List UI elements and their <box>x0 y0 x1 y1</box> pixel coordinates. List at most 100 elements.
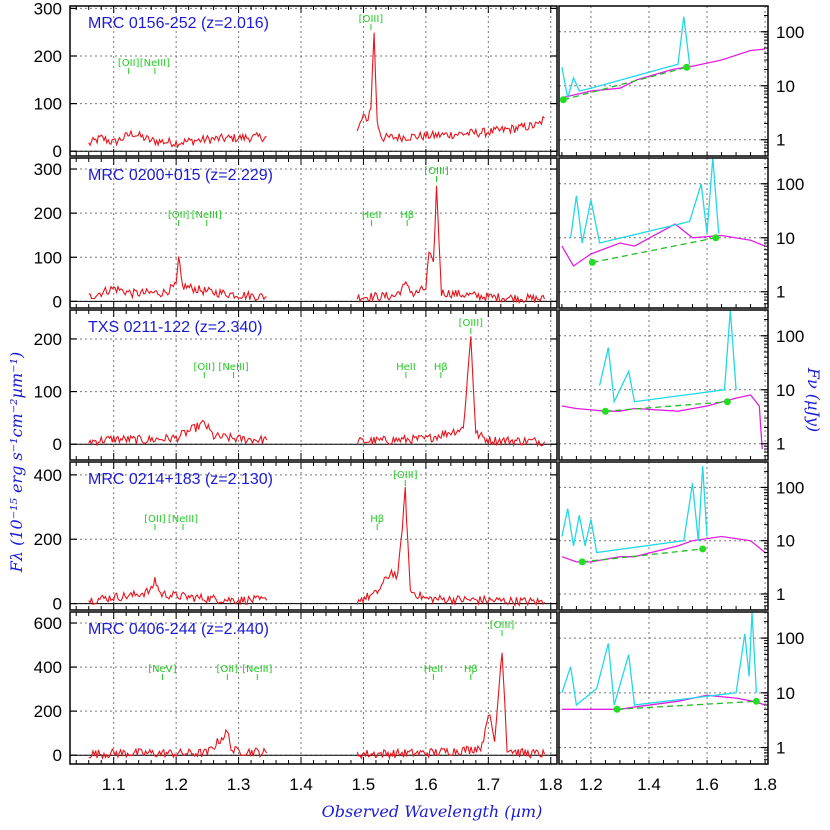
spectrum-panel: [OII] [NeIII] Hβ [OIII] 0 200 400 MRC 0214+183 … <box>34 461 804 614</box>
panel-title: MRC 0214+183 (z=2.130) <box>88 471 273 488</box>
sed-y-tick-label: 10 <box>776 77 795 96</box>
y-tick-label: 400 <box>34 658 62 677</box>
sed-line-flux <box>561 611 758 707</box>
sed-y-tick-label: 100 <box>776 478 804 497</box>
emission-line-label: HeII <box>424 664 444 675</box>
spectrum-line <box>88 256 267 302</box>
x-tick-label: 1.3 <box>227 775 251 794</box>
panel-title: MRC 0406-244 (z=2.440) <box>88 621 269 638</box>
y-tick-label: 0 <box>53 746 62 765</box>
sed-y-tick-label: 1 <box>776 131 785 150</box>
sed-y-tick-label: 1 <box>776 435 785 454</box>
sed-panel: 1 10 100 <box>558 5 804 157</box>
y-axis-label-left: Fλ (10⁻¹⁵ erg s⁻¹cm⁻²µm⁻¹) <box>7 352 26 573</box>
sed-continuum-line <box>561 223 766 267</box>
spectrum-panel: [OII] [NeIII] HeII Hβ [OIII] 0 100 200 300 MRC 02… <box>34 157 804 311</box>
x-tick-label: 1.4 <box>289 775 313 794</box>
sed-fit-line <box>617 700 757 710</box>
emission-line-label: [NeIII] <box>218 362 248 373</box>
spectrum-line <box>88 577 268 606</box>
y-tick-label: 300 <box>34 0 62 18</box>
panel-title: MRC 0156-252 (z=2.016) <box>88 15 269 32</box>
sed-point <box>559 96 567 104</box>
y-tick-label: 0 <box>53 292 62 311</box>
sed-point <box>613 705 621 713</box>
sed-panel: 1 10 100 <box>558 309 804 461</box>
y-tick-label: 300 <box>34 160 62 179</box>
emission-line-label: Hβ <box>464 664 478 675</box>
sed-y-tick-label: 10 <box>776 684 795 703</box>
sed-point <box>699 545 707 553</box>
sed-y-tick-label: 10 <box>776 381 795 400</box>
sed-point <box>723 398 731 406</box>
spectrum-panel: [OII] [NeIII] [OIII] 0 100 200 300 MRC 0156-252… <box>34 0 805 161</box>
emission-line-label: [OII] <box>217 664 239 675</box>
spectrum-panel: [OII] [NeIII] HeII Hβ [OIII] 0 100 200 TXS 0211-… <box>34 309 804 461</box>
sed-frame <box>558 309 769 461</box>
emission-line-label: HeII <box>362 210 382 221</box>
emission-line-label: [OIII] <box>359 14 384 25</box>
sed-y-tick-label: 1 <box>776 585 785 604</box>
sed-point <box>588 258 596 266</box>
sed-fit-line <box>582 548 703 563</box>
sed-frame <box>558 461 769 611</box>
sed-y-tick-label: 100 <box>776 175 804 194</box>
sed-line-flux <box>569 157 720 244</box>
emission-line-label: Hβ <box>370 514 384 525</box>
sed-fit-line <box>592 237 716 264</box>
sed-continuum-line <box>561 394 763 450</box>
sed-line-flux <box>561 466 708 554</box>
y-tick-label: 0 <box>53 435 62 454</box>
sed-point <box>712 234 720 242</box>
spectrum-line <box>356 185 546 305</box>
emission-line-label: [NeIII] <box>242 664 272 675</box>
emission-line-label: [NeIII] <box>192 210 222 221</box>
spectrum-line <box>88 728 268 760</box>
y-tick-label: 200 <box>34 702 62 721</box>
panel-title: TXS 0211-122 (z=2.340) <box>88 319 262 336</box>
emission-line-label: [OII] <box>118 58 140 69</box>
sed-x-tick-label: 1.8 <box>753 775 777 794</box>
spectrum-line <box>88 129 267 149</box>
y-tick-label: 0 <box>53 142 62 161</box>
sed-frame <box>558 5 769 157</box>
y-tick-label: 400 <box>34 466 62 485</box>
spectrum-line <box>88 419 268 447</box>
sed-continuum-line <box>561 694 766 710</box>
sed-y-tick-label: 10 <box>776 532 795 551</box>
sed-y-tick-label: 10 <box>776 229 795 248</box>
y-tick-label: 100 <box>34 248 62 267</box>
panel-title: MRC 0200+015 (z=2.229) <box>88 167 273 184</box>
sed-panel: 1 10 100 <box>558 611 804 765</box>
sed-y-tick-label: 1 <box>776 739 785 758</box>
sed-point <box>601 407 609 415</box>
sed-point <box>683 63 691 71</box>
emission-line-label: [OIII] <box>424 166 449 177</box>
y-tick-label: 200 <box>34 204 62 223</box>
y-tick-label: 200 <box>34 47 62 66</box>
x-tick-label: 1.1 <box>102 775 126 794</box>
sed-y-tick-label: 100 <box>776 23 804 42</box>
x-axis-label: Observed Wavelength (µm) <box>322 802 543 821</box>
sed-frame <box>558 157 769 309</box>
emission-line-label: [NeIII] <box>168 514 198 525</box>
y-tick-label: 600 <box>34 614 62 633</box>
sed-x-tick-label: 1.6 <box>695 775 719 794</box>
emission-line-label: Hβ <box>400 210 414 221</box>
sed-continuum-line <box>561 48 766 99</box>
x-tick-label: 1.5 <box>352 775 376 794</box>
sed-point <box>578 558 586 566</box>
spectrum-line <box>356 336 546 448</box>
y-tick-label: 200 <box>34 330 62 349</box>
x-tick-label: 1.7 <box>477 775 501 794</box>
y-tick-label: 100 <box>34 95 62 114</box>
emission-line-label: HeII <box>396 362 416 373</box>
spectrum-line <box>356 32 545 144</box>
sed-panel: 1 10 100 <box>558 157 804 309</box>
sed-y-tick-label: 100 <box>776 327 804 346</box>
emission-line-label: [NeV] <box>148 664 176 675</box>
sed-line-flux <box>598 309 737 405</box>
spectrum-panel: [NeV] [OII] [NeIII] HeII Hβ [OIII] 0 200 400 600 M… <box>34 611 804 765</box>
x-tick-label: 1.2 <box>164 775 188 794</box>
